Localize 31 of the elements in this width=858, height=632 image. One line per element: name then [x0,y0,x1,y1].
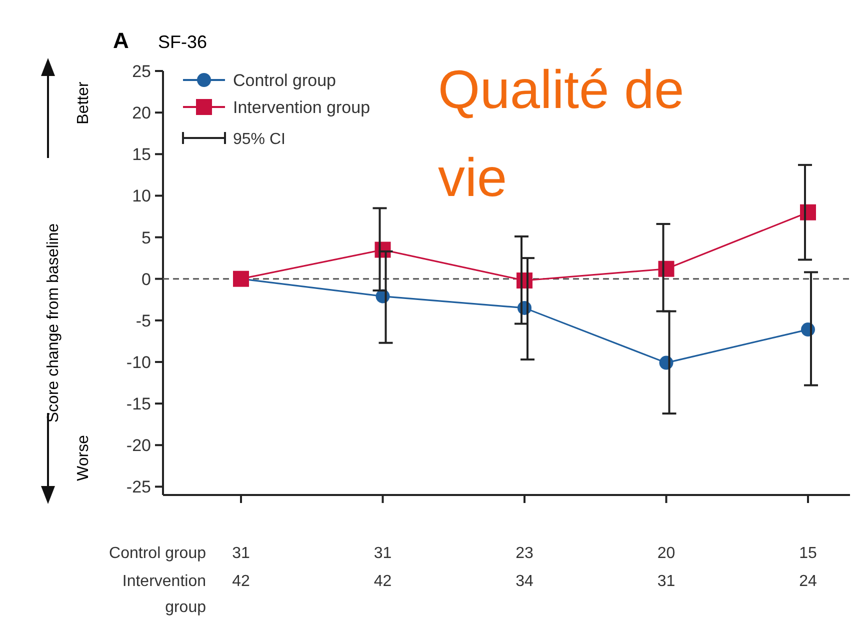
text: 15 [799,545,817,562]
text: 31 [657,573,676,590]
y-tick-label: -15 [126,394,151,414]
y-tick-label: 10 [132,186,151,206]
text: A [113,28,129,53]
chart-title: SF-36 [158,32,208,52]
y-tick-label: -25 [126,478,151,497]
text: 24 [799,573,817,590]
text: 42 [374,573,392,590]
text: 34 [516,573,534,590]
text: 31 [232,545,250,562]
annotation: Qualité de vie [438,60,684,208]
text: 23 [516,545,534,562]
text: Control group [109,545,206,562]
text: Worse [75,434,92,481]
y-tick-label: -10 [126,352,151,372]
y-tick-label: 15 [132,145,151,164]
annotation: 95% CI [233,131,286,148]
text: 20 [657,545,676,562]
y-tick-label: 25 [132,62,151,81]
y-tick-label: -5 [136,311,151,330]
text: Better [75,80,92,124]
text: Intervention group [122,573,206,616]
y-tick-label: 0 [142,270,151,289]
y-tick-label: -20 [126,436,151,456]
y-tick-label: 5 [142,228,151,248]
y-tick-label: 20 [132,104,151,123]
text: 31 [374,545,392,562]
text: 42 [232,573,250,590]
legend-label: Control group [233,71,336,90]
legend-label: Intervention group [233,98,370,117]
